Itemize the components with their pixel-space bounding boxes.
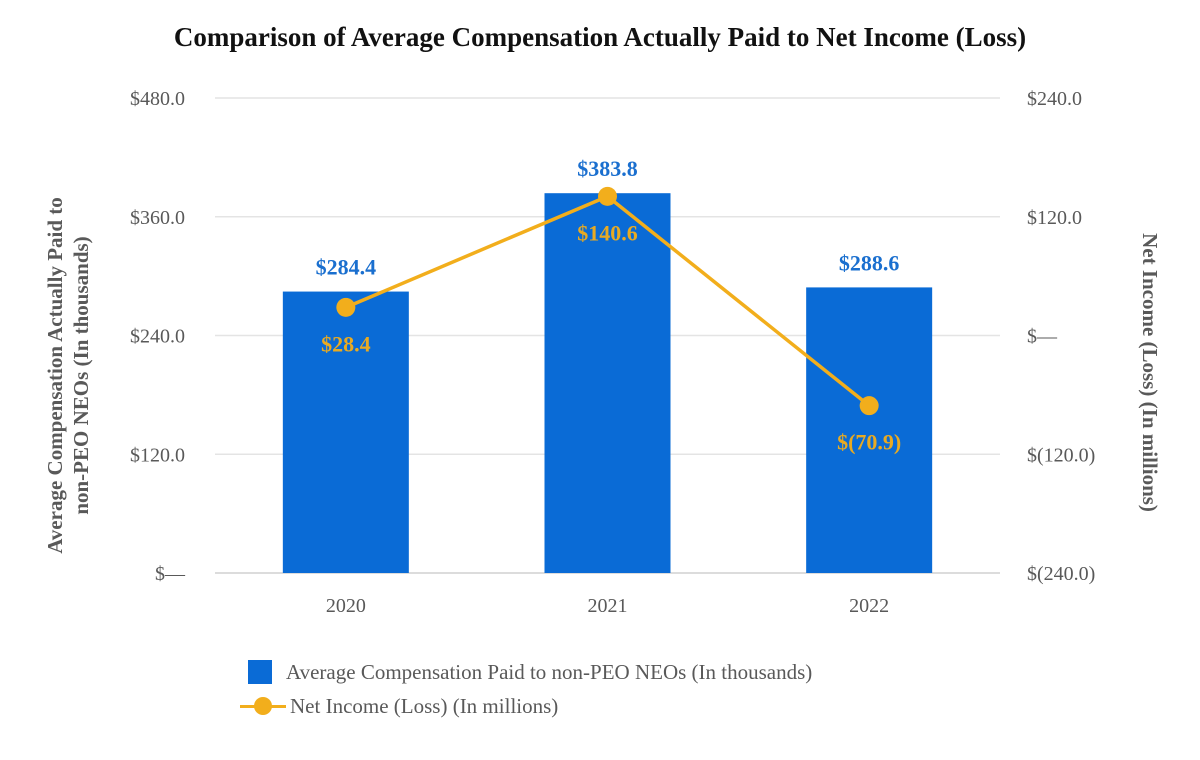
line-point [598,186,617,206]
y-left-axis-title: Average Compensation Actually Paid tonon… [43,197,93,554]
bar [282,291,409,573]
line-point [859,396,879,416]
y-right-tick-label: $240.0 [1027,88,1082,110]
bar-data-label: $284.4 [316,255,377,280]
legend-bar-label: Average Compensation Paid to non-PEO NEO… [286,659,813,684]
y-left-tick-label: $240.0 [130,326,185,348]
y-left-tick-label: $120.0 [130,444,185,466]
y-left-tick-label: $480.0 [130,88,185,110]
y-right-tick-label: $(240.0) [1027,563,1095,585]
chart-plot: $— $120.0 $240.0 $360.0 $480.0 $(240.0) $(120.… [43,88,1162,617]
bar-data-label: $288.6 [839,250,900,275]
y-right-tick-label: $(120.0) [1027,444,1095,466]
y-right-tick-label: $— [1027,326,1058,348]
bar-data-label: $383.8 [577,156,638,181]
bar [806,287,933,573]
y-right-axis-title: Net Income (Loss) (In millions) [1138,233,1162,512]
chart-title: Comparison of Average Compensation Actua… [173,22,1027,52]
bar [544,193,671,573]
x-tick-label: 2021 [588,595,628,617]
legend: Average Compensation Paid to non-PEO NEO… [240,655,812,723]
line-point [336,297,356,317]
legend-line-swatch [240,694,286,718]
legend-line-label: Net Income (Loss) (In millions) [290,693,559,718]
legend-bar-swatch [248,660,272,684]
line-data-label: $(70.9) [837,430,901,455]
y-left-tick-label: $360.0 [130,207,185,229]
line-data-label: $28.4 [321,331,371,356]
line-data-label: $140.6 [577,220,638,245]
x-tick-label: 2020 [326,595,366,617]
legend-item-bar: Average Compensation Paid to non-PEO NEO… [240,655,812,689]
legend-item-line: Net Income (Loss) (In millions) [240,689,812,723]
y-left-tick-label: $— [155,563,186,585]
y-right-tick-label: $120.0 [1027,207,1082,229]
x-tick-label: 2022 [849,595,889,617]
